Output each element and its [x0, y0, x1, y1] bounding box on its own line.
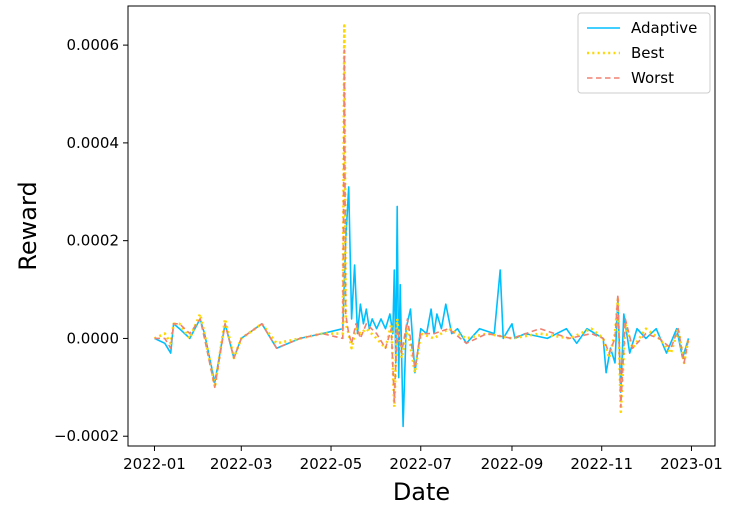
- legend-label-best: Best: [631, 44, 664, 62]
- legend-label-worst: Worst: [631, 69, 674, 87]
- y-tick-label: −0.0002: [54, 427, 119, 445]
- legend: Adaptive Best Worst: [577, 12, 711, 94]
- legend-label-adaptive: Adaptive: [631, 19, 697, 37]
- x-tick-label: 2022-09: [481, 455, 544, 473]
- series-layer: [153, 24, 690, 428]
- x-tick-label: 2022-07: [389, 455, 452, 473]
- plot-frame: [127, 5, 716, 447]
- y-tick-label: 0.0006: [67, 36, 120, 54]
- y-tick-label: 0.0002: [67, 232, 120, 250]
- ticks-layer: 2022-01 2022-03 2022-05 2022-07 2022-09 2022-…: [54, 36, 723, 473]
- legend-box: [577, 12, 711, 94]
- y-tick-label: 0.0004: [67, 134, 120, 152]
- series-line-worst: [154, 49, 690, 408]
- x-axis-label: Date: [393, 478, 450, 506]
- x-tick-label: 2023-01: [660, 455, 723, 473]
- y-axis-label: Reward: [14, 181, 42, 270]
- x-tick-label: 2022-01: [123, 455, 186, 473]
- y-tick-label: 0.0000: [67, 329, 120, 347]
- x-tick-label: 2022-11: [570, 455, 633, 473]
- x-tick-label: 2022-03: [210, 455, 273, 473]
- x-tick-label: 2022-05: [300, 455, 363, 473]
